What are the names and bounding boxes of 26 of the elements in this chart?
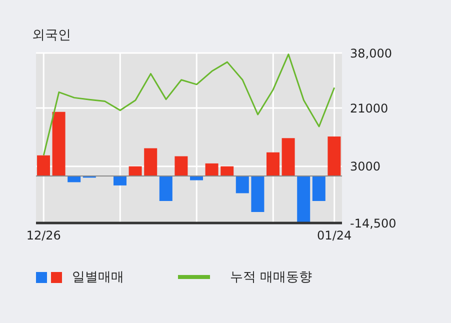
bar (52, 112, 66, 176)
bar (159, 176, 172, 201)
bar (205, 163, 218, 176)
bar (174, 156, 188, 176)
bar (251, 176, 264, 212)
bar (328, 136, 341, 176)
legend-label: 누적 매매동향 (230, 269, 312, 286)
y-tick-label: 3000 (350, 160, 381, 174)
bar (144, 148, 158, 176)
bar (220, 166, 234, 176)
chart-title: 외국인 (32, 27, 71, 44)
y-tick-label: 38,000 (350, 46, 392, 60)
y-tick-label: 21000 (350, 101, 388, 116)
bar (266, 152, 280, 176)
bar (37, 155, 50, 176)
y-tick-label: -14,500 (350, 216, 396, 230)
legend-label: 일별매매 (72, 269, 124, 286)
x-tick-label: 12/26 (26, 228, 61, 243)
bar (282, 138, 295, 176)
line-series (42, 54, 336, 156)
bar (236, 176, 249, 194)
bar (128, 166, 142, 176)
bar (114, 176, 126, 186)
bar (297, 176, 310, 222)
bar (312, 176, 326, 201)
x-tick-label: 01/24 (317, 228, 352, 243)
